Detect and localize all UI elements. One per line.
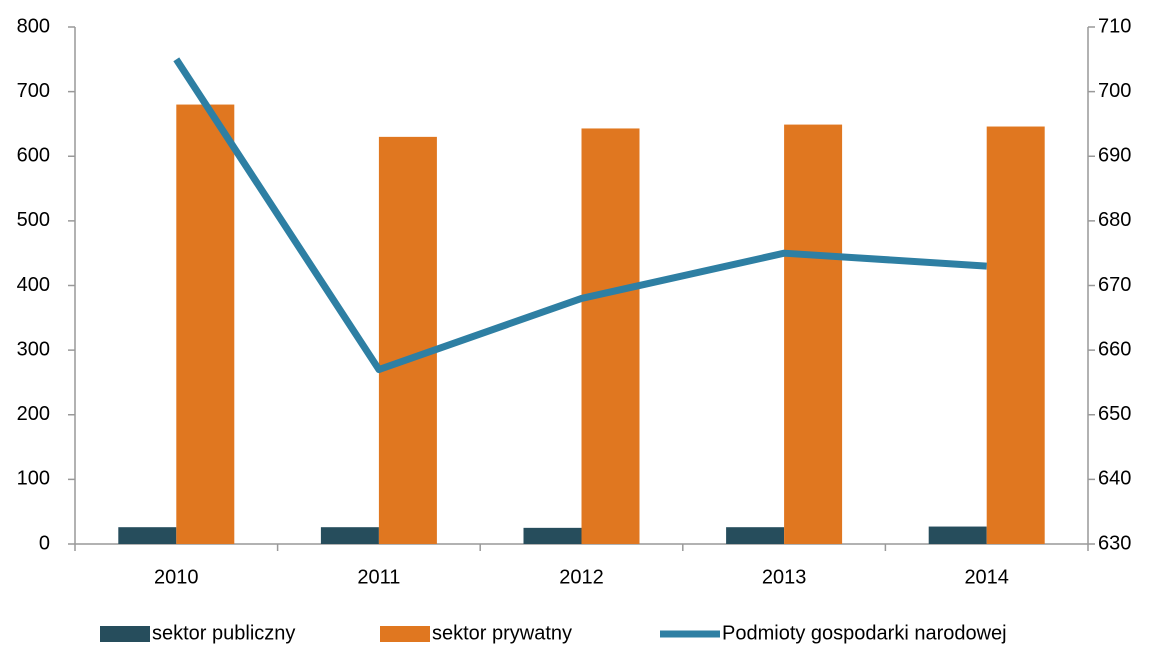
bar [726, 527, 785, 544]
y2-tick-label: 680 [1098, 209, 1131, 231]
y-tick-label: 800 [17, 15, 50, 37]
x-tick-label: 2010 [154, 566, 199, 588]
y2-tick-label: 670 [1098, 274, 1131, 296]
y2-tick-label: 710 [1098, 15, 1131, 37]
x-tick-label: 2011 [357, 566, 400, 588]
bar [320, 527, 379, 544]
legend-label: Podmioty gospodarki narodowej [722, 622, 1007, 644]
x-tick-label: 2014 [964, 566, 1009, 588]
y2-tick-label: 650 [1098, 403, 1131, 425]
y2-tick-label: 660 [1098, 338, 1131, 360]
y2-tick-label: 690 [1098, 145, 1131, 167]
y-tick-label: 200 [17, 403, 50, 425]
legend-label: sektor publiczny [152, 622, 295, 644]
bar [378, 136, 437, 545]
x-tick-label: 2013 [762, 566, 807, 588]
bar [784, 124, 843, 545]
bar [581, 128, 640, 544]
y-tick-label: 500 [17, 209, 50, 231]
bar [523, 527, 582, 544]
y-tick-label: 600 [17, 145, 50, 167]
line [173, 57, 987, 374]
legend-label: sektor prywatny [432, 622, 572, 644]
y2-tick-label: 700 [1098, 80, 1131, 102]
y-tick-label: 0 [39, 532, 50, 554]
x-tick-label: 2012 [559, 566, 604, 588]
y-tick-label: 700 [17, 80, 50, 102]
y2-tick-label: 630 [1098, 532, 1131, 554]
bar [928, 526, 987, 544]
y-tick-label: 100 [17, 468, 50, 490]
y-tick-label: 400 [17, 274, 50, 296]
y-tick-label: 300 [17, 338, 50, 360]
legend-swatch [100, 626, 150, 642]
bar [118, 527, 177, 544]
legend-swatch [380, 626, 430, 642]
y2-tick-label: 640 [1098, 468, 1131, 490]
bar [176, 104, 235, 545]
bar [986, 126, 1045, 545]
